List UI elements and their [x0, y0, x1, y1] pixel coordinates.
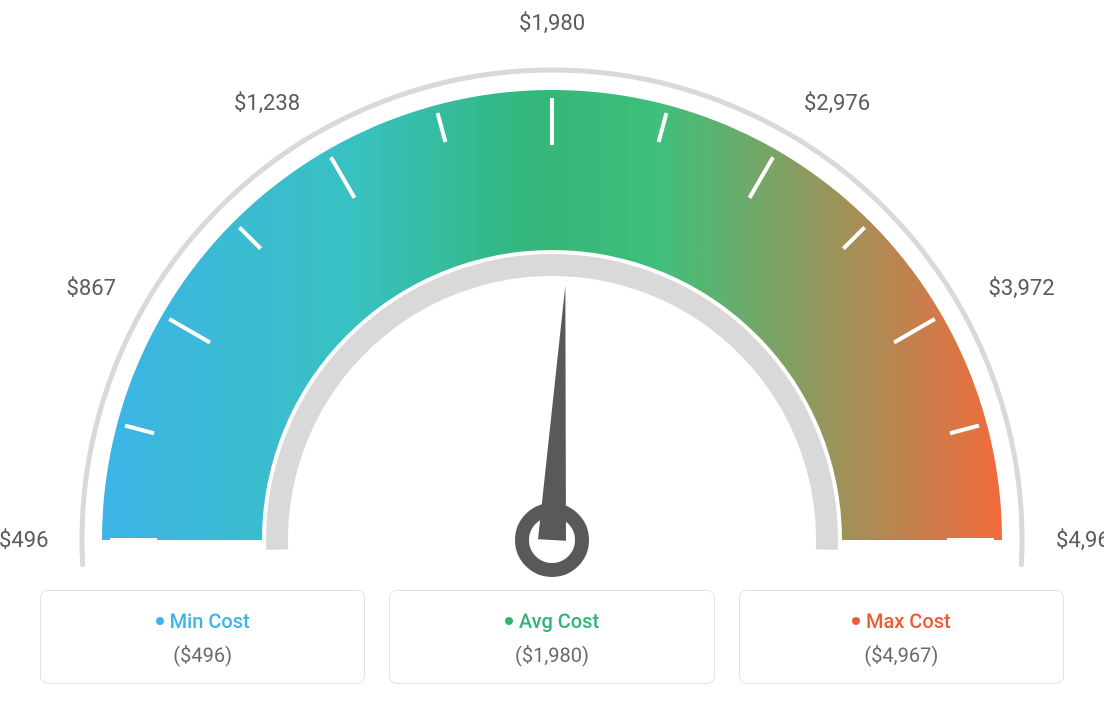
- legend-row: Min Cost ($496) Avg Cost ($1,980) Max Co…: [20, 590, 1084, 684]
- scale-label-2: $1,238: [234, 91, 300, 116]
- legend-max-label: Max Cost: [866, 609, 951, 633]
- legend-avg-value: ($1,980): [402, 643, 701, 667]
- legend-min-title: Min Cost: [53, 609, 352, 633]
- legend-max-value: ($4,967): [752, 643, 1051, 667]
- scale-label-5: $3,972: [988, 276, 1054, 301]
- scale-label-1: $867: [67, 276, 116, 301]
- legend-card-min: Min Cost ($496): [40, 590, 365, 684]
- legend-max-dot: [852, 617, 860, 625]
- legend-card-avg: Avg Cost ($1,980): [389, 590, 714, 684]
- legend-avg-dot: [505, 617, 513, 625]
- legend-min-value: ($496): [53, 643, 352, 667]
- legend-avg-title: Avg Cost: [402, 609, 701, 633]
- scale-label-4: $2,976: [804, 91, 870, 116]
- scale-label-0: $496: [0, 528, 48, 553]
- gauge-svg: [22, 20, 1082, 580]
- legend-min-label: Min Cost: [170, 609, 250, 633]
- legend-card-max: Max Cost ($4,967): [739, 590, 1064, 684]
- scale-label-3: $1,980: [519, 11, 585, 36]
- legend-min-dot: [156, 617, 164, 625]
- scale-label-6: $4,967: [1056, 528, 1104, 553]
- legend-max-title: Max Cost: [752, 609, 1051, 633]
- cost-gauge: $496$867$1,238$1,980$2,976$3,972$4,967: [22, 20, 1082, 580]
- legend-avg-label: Avg Cost: [519, 609, 599, 633]
